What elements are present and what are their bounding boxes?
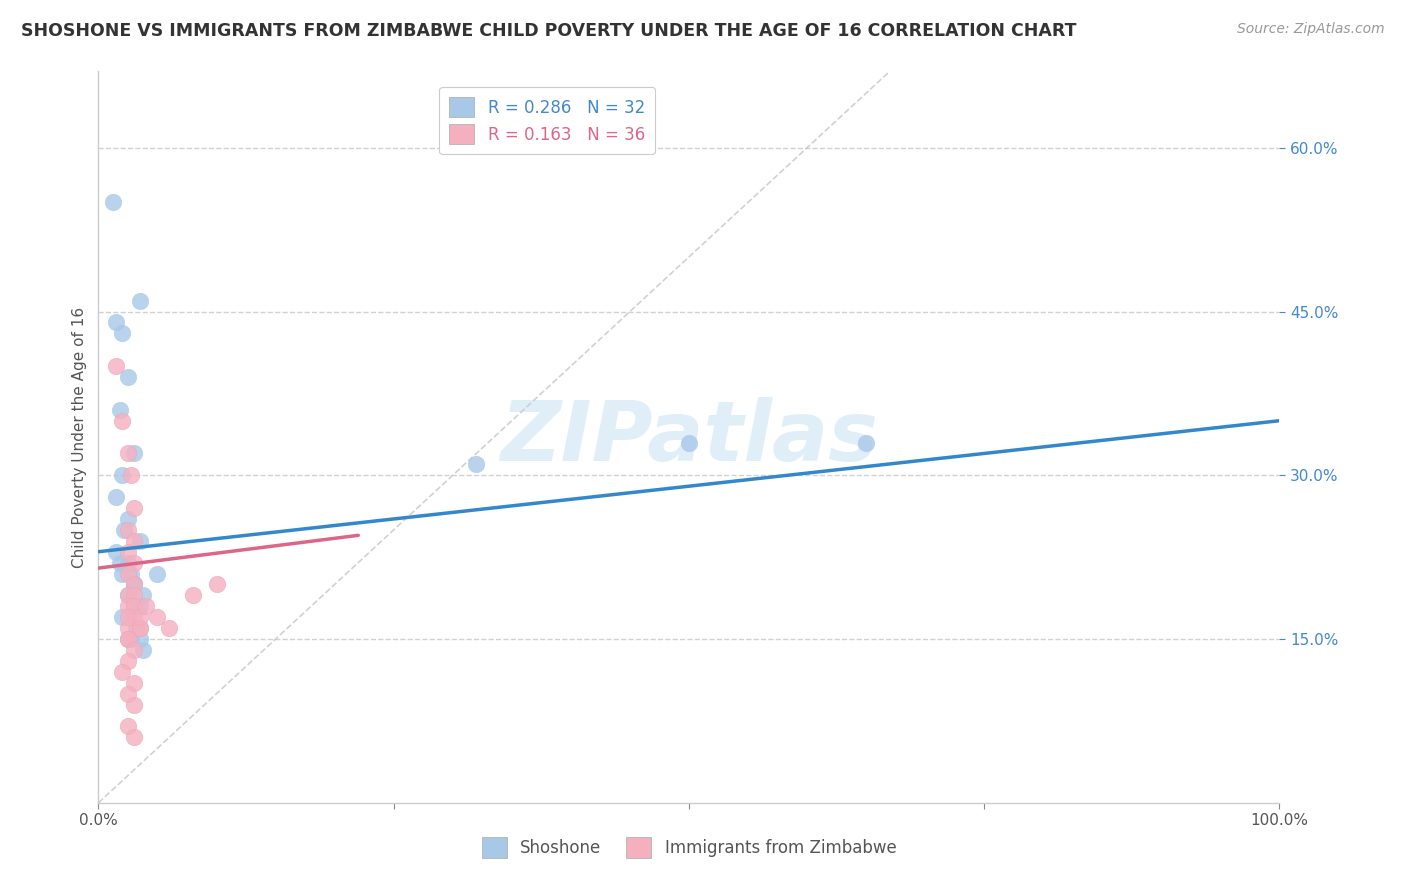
Point [117,632,139,646]
Point [108,556,131,570]
Point [117,621,139,635]
Point [117,566,139,581]
Point [111,326,134,341]
Point [117,588,139,602]
Point [117,610,139,624]
Point [111,414,134,428]
Point [105,490,128,504]
Point [117,588,139,602]
Point [121,632,143,646]
Point [122,698,145,712]
Legend: Shoshone, Immigrants from Zimbabwe: Shoshone, Immigrants from Zimbabwe [471,827,907,868]
Text: SHOSHONE VS IMMIGRANTS FROM ZIMBABWE CHILD POVERTY UNDER THE AGE OF 16 CORRELATI: SHOSHONE VS IMMIGRANTS FROM ZIMBABWE CHI… [21,22,1077,40]
Point [122,577,145,591]
Point [855,435,877,450]
Point [128,610,150,624]
Point [117,632,139,646]
Point [128,621,150,635]
Point [125,621,148,635]
Point [465,458,488,472]
Point [117,523,139,537]
Point [122,501,145,516]
Point [135,599,157,614]
Point [117,545,139,559]
Point [122,556,145,570]
Point [117,446,139,460]
Point [101,195,124,210]
Point [112,523,135,537]
Text: Source: ZipAtlas.com: Source: ZipAtlas.com [1237,22,1385,37]
Point [128,599,150,614]
Point [157,621,180,635]
Point [205,577,228,591]
Point [128,533,150,548]
Point [678,435,700,450]
Point [117,654,139,668]
Point [105,315,128,329]
Text: ZIPatlas: ZIPatlas [501,397,877,477]
Point [128,293,150,308]
Point [117,687,139,701]
Point [117,556,139,570]
Point [122,610,145,624]
Point [132,588,155,602]
Point [146,566,169,581]
Point [122,675,145,690]
Point [111,610,134,624]
Point [146,610,169,624]
Point [117,370,139,384]
Point [105,359,128,373]
Point [128,621,150,635]
Point [108,402,131,417]
Point [117,512,139,526]
Point [111,665,134,679]
Point [121,566,143,581]
Point [122,577,145,591]
Y-axis label: Child Poverty Under the Age of 16: Child Poverty Under the Age of 16 [72,307,87,567]
Point [132,643,155,657]
Point [181,588,204,602]
Point [117,719,139,733]
Point [121,468,143,483]
Point [122,588,145,602]
Point [122,599,145,614]
Point [111,566,134,581]
Point [105,545,128,559]
Point [122,533,145,548]
Point [122,731,145,745]
Point [128,632,150,646]
Point [117,599,139,614]
Point [122,577,145,591]
Point [122,446,145,460]
Point [122,643,145,657]
Point [122,599,145,614]
Point [111,468,134,483]
